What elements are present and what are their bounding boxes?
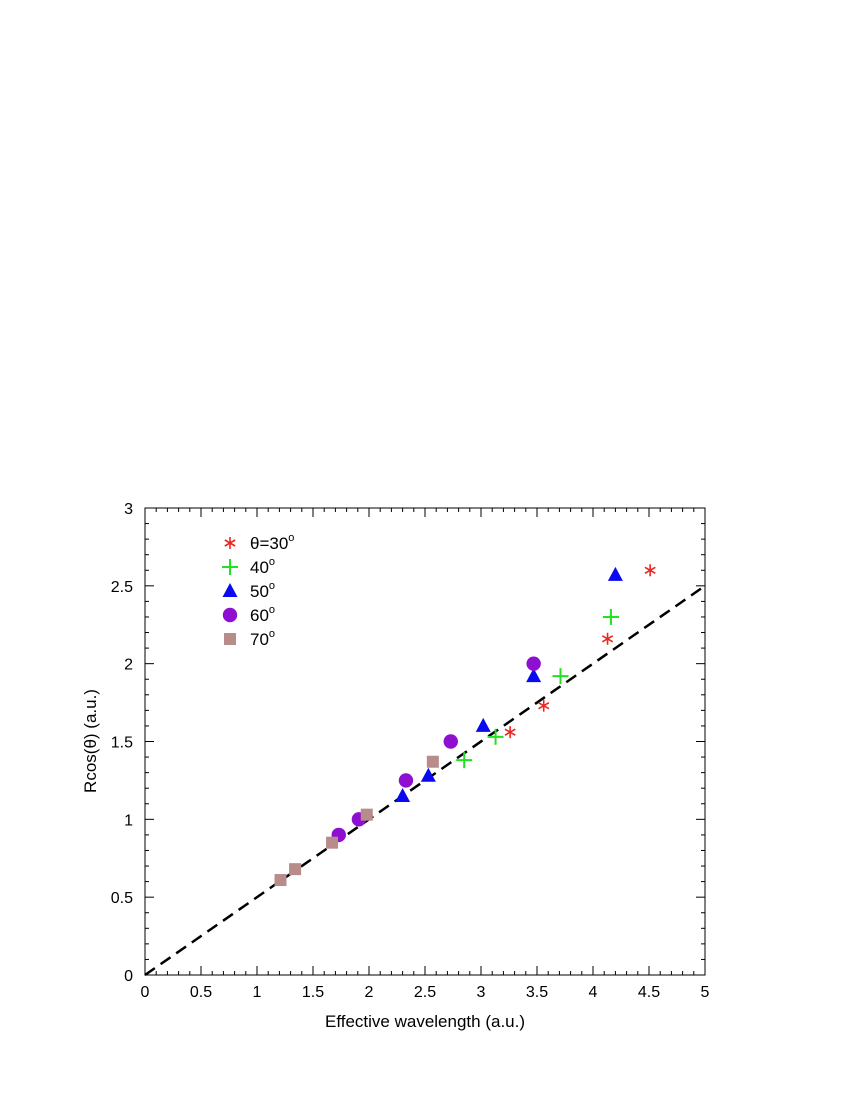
data-point-triangle [420, 767, 436, 782]
legend-marker-triangle [222, 583, 238, 597]
data-point-square [289, 863, 302, 876]
x-tick-label: 3.5 [526, 984, 548, 1001]
data-point-circle [526, 656, 541, 671]
data-point-square [326, 836, 339, 849]
data-point-asterisk [601, 632, 614, 645]
x-axis-label: Effective wavelength (a.u.) [325, 1012, 525, 1031]
legend: θ=30o 40o 50o 60o 70o [222, 532, 294, 649]
data-points [274, 564, 656, 887]
data-point-plus [602, 608, 619, 625]
x-tick-label: 0.5 [190, 984, 212, 1001]
data-point-triangle [607, 566, 623, 581]
data-point-plus [487, 728, 504, 745]
legend-marker-asterisk [224, 537, 236, 549]
x-tick-label: 1 [253, 984, 262, 1001]
data-point-circle [398, 773, 414, 788]
x-tick-label: 2 [365, 984, 374, 1001]
data-point-square [274, 874, 287, 887]
y-axis-label: Rcos(θ) (a.u.) [81, 689, 100, 793]
data-point-asterisk [504, 726, 516, 739]
x-tick-label: 5 [701, 984, 710, 1001]
y-tick-label: 1 [124, 812, 133, 829]
axis-tick-labels: 0 0.5 1 1.5 2 2.5 3 3.5 4 4.5 5 0 0.5 1 1.5 2 2.5 3 [111, 501, 710, 1001]
data-point-plus [552, 668, 569, 685]
x-tick-label: 0 [141, 984, 150, 1001]
data-point-square [426, 755, 439, 768]
y-tick-label: 2 [124, 657, 133, 674]
axis-ticks [144, 507, 706, 976]
legend-label: θ=30o [250, 532, 294, 553]
data-point-asterisk [644, 564, 656, 577]
legend-marker-plus [222, 559, 238, 575]
data-point-triangle [395, 787, 411, 802]
legend-label: 40o [250, 556, 275, 577]
y-tick-label: 1.5 [111, 735, 133, 752]
y-tick-label: 0 [124, 968, 133, 985]
x-tick-label: 2.5 [414, 984, 436, 1001]
legend-label: 50o [250, 580, 275, 601]
data-point-triangle [526, 668, 542, 683]
x-tick-label: 1.5 [302, 984, 324, 1001]
data-point-plus [456, 752, 473, 769]
legend-marker-circle [222, 607, 238, 623]
legend-label: 60o [250, 604, 275, 625]
data-point-triangle [475, 717, 491, 732]
y-tick-label: 2.5 [111, 579, 133, 596]
data-point-square [360, 808, 373, 821]
x-tick-label: 4 [589, 984, 598, 1001]
y-tick-label: 0.5 [111, 890, 133, 907]
y-tick-label: 3 [124, 501, 133, 518]
x-tick-label: 3 [477, 984, 486, 1001]
x-tick-label: 4.5 [638, 984, 660, 1001]
data-point-circle [443, 734, 458, 749]
data-point-asterisk [538, 699, 550, 712]
legend-marker-square [224, 633, 236, 645]
legend-label: 70o [250, 628, 275, 649]
